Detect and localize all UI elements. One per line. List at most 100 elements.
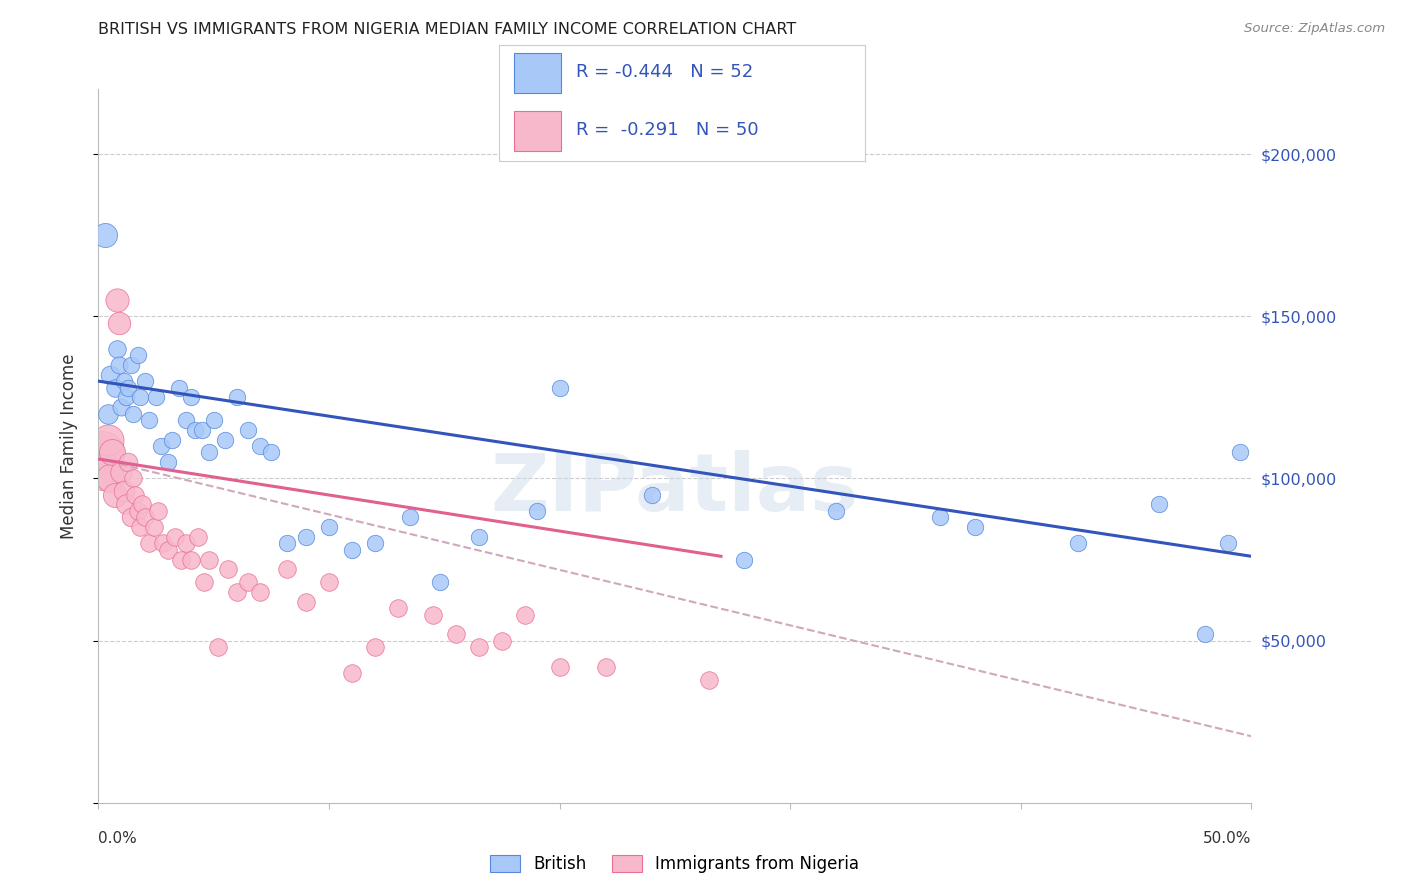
Point (98, 471, 121, 485)
Point (207, 640, 229, 654)
Point (364, 640, 387, 654)
Point (198, 445, 221, 459)
Legend: British, Immigrants from Nigeria: British, Immigrants from Nigeria (484, 848, 866, 880)
Point (170, 552, 193, 566)
Point (108, 316, 131, 330)
Point (138, 413, 160, 427)
Point (340, 666, 363, 681)
Point (145, 390, 167, 404)
Point (198, 552, 221, 566)
Point (318, 575, 340, 590)
Point (163, 530, 186, 544)
Point (112, 374, 135, 388)
Text: BRITISH VS IMMIGRANTS FROM NIGERIA MEDIAN FAMILY INCOME CORRELATION CHART: BRITISH VS IMMIGRANTS FROM NIGERIA MEDIA… (98, 22, 797, 37)
Point (238, 575, 260, 590)
Point (249, 585, 271, 599)
Point (115, 497, 138, 511)
Point (513, 607, 536, 622)
Point (526, 504, 548, 518)
Point (295, 530, 318, 544)
Point (167, 381, 190, 395)
Point (156, 455, 179, 469)
Point (127, 504, 149, 518)
Point (491, 633, 513, 648)
Point (105, 342, 128, 356)
Point (548, 381, 571, 395)
Point (641, 488, 664, 502)
Point (548, 659, 571, 673)
Point (1147, 497, 1170, 511)
Point (318, 520, 340, 534)
Point (1194, 627, 1216, 641)
Text: R =  -0.291   N = 50: R = -0.291 N = 50 (576, 121, 758, 139)
Point (101, 445, 124, 459)
Point (191, 423, 214, 437)
Point (202, 413, 225, 427)
Point (94, 228, 117, 243)
Point (468, 640, 491, 654)
Bar (513, 53, 561, 94)
Point (148, 504, 170, 518)
Point (733, 552, 755, 566)
Text: 50.0%: 50.0% (1204, 831, 1251, 846)
Point (238, 423, 260, 437)
Point (94, 465, 117, 479)
Point (364, 536, 387, 550)
Point (131, 497, 153, 511)
Point (134, 510, 156, 524)
Point (699, 673, 721, 687)
Point (110, 400, 132, 414)
Point (110, 465, 132, 479)
Point (276, 536, 298, 550)
Point (97, 433, 120, 447)
Point (134, 374, 156, 388)
Point (249, 439, 271, 453)
Point (103, 381, 125, 395)
Point (117, 381, 139, 395)
Point (149, 439, 172, 453)
Point (187, 530, 209, 544)
Point (152, 536, 174, 550)
Point (120, 510, 142, 524)
Point (340, 542, 363, 557)
Point (129, 390, 152, 404)
Point (295, 595, 318, 609)
Point (1067, 536, 1090, 550)
Point (595, 659, 617, 673)
Text: ZIPatlas: ZIPatlas (491, 450, 859, 528)
Point (225, 585, 247, 599)
Point (444, 627, 467, 641)
Point (174, 413, 197, 427)
Point (124, 488, 146, 502)
Point (929, 510, 952, 524)
Point (260, 445, 283, 459)
Point (98, 368, 121, 382)
Point (276, 562, 298, 576)
Point (225, 390, 247, 404)
Y-axis label: Median Family Income: Median Family Income (59, 353, 77, 539)
Point (180, 552, 202, 566)
Text: 0.0%: 0.0% (98, 831, 138, 846)
Point (91, 445, 114, 459)
Point (398, 510, 420, 524)
Point (387, 601, 409, 615)
Point (115, 390, 138, 404)
Point (429, 575, 451, 590)
Bar (513, 111, 561, 152)
Point (108, 358, 131, 372)
Point (122, 407, 145, 421)
Point (156, 542, 179, 557)
Point (180, 390, 202, 404)
Point (112, 484, 135, 499)
Point (160, 433, 183, 447)
Point (174, 536, 197, 550)
Point (825, 504, 848, 518)
Point (138, 536, 160, 550)
Point (1218, 536, 1240, 550)
Point (422, 607, 444, 622)
Point (105, 293, 128, 307)
Text: Source: ZipAtlas.com: Source: ZipAtlas.com (1244, 22, 1385, 36)
Point (184, 423, 207, 437)
Point (963, 520, 986, 534)
Point (214, 433, 236, 447)
